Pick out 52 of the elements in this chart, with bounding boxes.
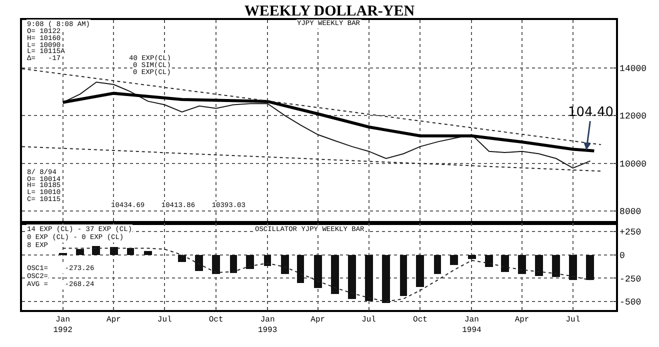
bar [76,249,84,255]
bar [110,247,118,255]
bar [230,255,237,273]
y-tick-label: 8000 [620,207,642,218]
bar [264,255,271,266]
bar [297,255,304,283]
bar [535,255,543,276]
y-tick-label: 10000 [620,159,647,170]
bar [246,255,254,269]
bar [450,255,458,265]
y-tick-label: 14000 [620,64,647,74]
x-tick-label: Oct [208,315,224,324]
bar [127,248,134,255]
bar [552,255,560,277]
bar [400,255,407,296]
bar [92,246,100,255]
bar [281,255,289,274]
bar [434,255,441,274]
bar [365,255,373,301]
y-tick-label: -250 [620,274,642,284]
line-series [62,248,591,302]
bar [144,251,152,255]
x-tick-label: Jan 1993 [258,315,278,335]
bar [348,255,356,299]
bar [518,255,526,274]
bar [382,255,390,303]
bar [416,255,424,287]
x-tick-label: Jul [157,315,172,324]
x-tick-label: Jan 1992 [53,315,73,335]
bar [468,255,476,259]
chart-title: WEEKLY DOLLAR-YEN [244,4,415,20]
x-tick-label: Jan 1994 [462,315,482,335]
x-tick-label: Oct [413,315,428,324]
bar [195,255,203,271]
y-tick-label: -500 [620,298,642,308]
bar [485,255,493,267]
bar [212,255,220,274]
y-tick-label: +250 [620,228,642,238]
bar [586,255,594,280]
bar [314,255,322,288]
x-tick-label: Apr [310,315,326,324]
x-tick-label: Apr [106,315,122,324]
x-tick-label: Jul [362,315,376,324]
y-tick-label: 0 [620,250,625,261]
y-tick-label: 12000 [620,112,647,122]
x-tick-label: Apr [514,315,530,324]
bar [569,255,577,280]
x-tick-label: Jul [566,315,580,324]
bar [331,255,339,294]
bar [178,255,186,262]
annotation: 104.40 [568,105,614,120]
bar [501,255,509,272]
